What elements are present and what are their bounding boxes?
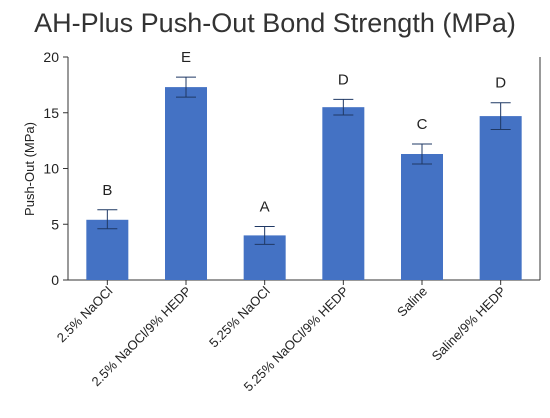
x-category-label: 2.5% NaOCl [54, 283, 116, 345]
x-category-label: Saline [394, 284, 430, 320]
x-category-label: 5.25% NaOCl [206, 283, 273, 350]
group-letter-backdrop [98, 179, 117, 200]
x-category-label: Saline/9% HEDP [429, 284, 509, 364]
bar [165, 87, 207, 280]
y-axis-label: Push-Out (MPa) [22, 122, 37, 216]
group-letter: D [495, 75, 506, 92]
bar [479, 116, 522, 280]
y-tick-label: 10 [43, 161, 59, 177]
group-letter: E [181, 49, 191, 66]
group-letter-backdrop [334, 69, 353, 90]
y-tick-label: 5 [51, 216, 59, 232]
group-letter-backdrop [491, 72, 510, 93]
group-letter-backdrop [177, 47, 195, 68]
chart-title: AH-Plus Push-Out Bond Strength (MPa) [34, 8, 516, 38]
group-letter: C [417, 116, 428, 133]
group-letter-backdrop [255, 196, 274, 217]
group-letter: B [102, 182, 112, 199]
group-letter: D [338, 71, 349, 88]
y-tick-label: 15 [43, 105, 59, 121]
group-letter: A [260, 198, 270, 215]
bar [401, 154, 443, 280]
y-tick-label: 0 [51, 272, 59, 288]
group-letter-backdrop [413, 113, 431, 134]
y-tick-label: 20 [43, 49, 59, 65]
bar [322, 107, 365, 280]
bar [86, 219, 129, 280]
